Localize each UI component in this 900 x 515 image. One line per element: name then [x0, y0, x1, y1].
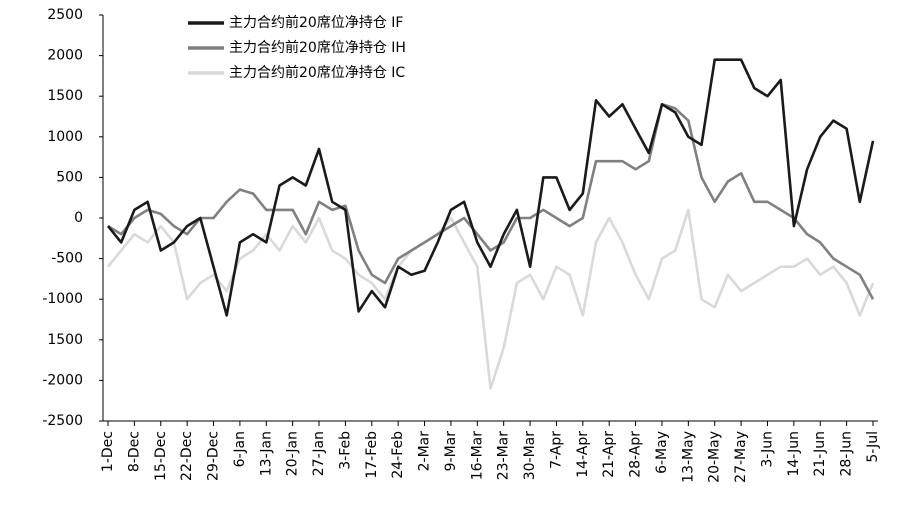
x-tick-label: 24-Feb — [390, 431, 406, 479]
x-tick-label: 14-Jun — [786, 431, 802, 477]
series-line — [106, 58, 875, 317]
y-tick-label: 2500 — [47, 7, 83, 23]
y-tick-label: 0 — [74, 210, 83, 226]
y-tick-label: -1000 — [42, 291, 83, 307]
x-tick-label: 16-Mar — [469, 431, 485, 481]
x-tick-label: 5-Jul — [865, 431, 881, 463]
x-tick-label: 3-Feb — [337, 431, 353, 470]
x-tick-label: 9-Mar — [443, 431, 459, 472]
legend-label: 主力合约前20席位净持仓 IF — [229, 14, 403, 31]
y-tick-label: 1500 — [47, 332, 83, 348]
legend-label: 主力合约前20席位净持仓 IH — [229, 39, 406, 56]
x-tick-label: 28-Apr — [628, 431, 644, 478]
x-tick-label: 29-Dec — [206, 431, 222, 481]
y-tick-label: -2500 — [42, 413, 83, 429]
x-tick-label: 30-Mar — [522, 431, 538, 481]
x-tick-label: 1-Dec — [100, 431, 116, 472]
x-tick-label: 27-Jan — [311, 431, 327, 476]
x-tick-label: 6-May — [654, 431, 670, 474]
x-tick-label: 3-Jun — [759, 431, 775, 468]
x-tick-label: 21-Apr — [601, 431, 617, 478]
x-tick-label: 13-May — [680, 431, 696, 483]
x-tick-label: 14-Apr — [575, 431, 591, 478]
x-tick-label: 8-Dec — [126, 431, 142, 472]
x-tick-label: 28-Jun — [839, 431, 855, 477]
y-tick-label: 1000 — [47, 129, 83, 145]
y-tick-label: 500 — [56, 169, 83, 185]
series-line — [107, 103, 875, 300]
y-tick-label: 1500 — [47, 88, 83, 104]
x-tick-label: 20-May — [707, 431, 723, 483]
x-tick-label: 20-Jan — [285, 431, 301, 476]
y-tick-label: -2000 — [42, 372, 83, 388]
x-tick-label: 22-Dec — [179, 431, 195, 481]
x-tick-label: 13-Jan — [258, 431, 274, 476]
x-tick-label: 27-May — [733, 431, 749, 483]
legend-label: 主力合约前20席位净持仓 IC — [229, 64, 405, 81]
x-tick-label: 21-Jun — [812, 431, 828, 477]
x-tick-label: 2-Mar — [417, 431, 433, 472]
y-tick-label: 2000 — [47, 48, 83, 64]
x-tick-label: 7-Apr — [548, 431, 564, 469]
x-tick-label: 23-Mar — [496, 431, 512, 481]
y-tick-label: -500 — [51, 251, 83, 267]
x-tick-label: 15-Dec — [153, 431, 169, 481]
x-tick-label: 6-Jan — [232, 431, 248, 467]
x-tick-label: 17-Feb — [364, 431, 380, 479]
